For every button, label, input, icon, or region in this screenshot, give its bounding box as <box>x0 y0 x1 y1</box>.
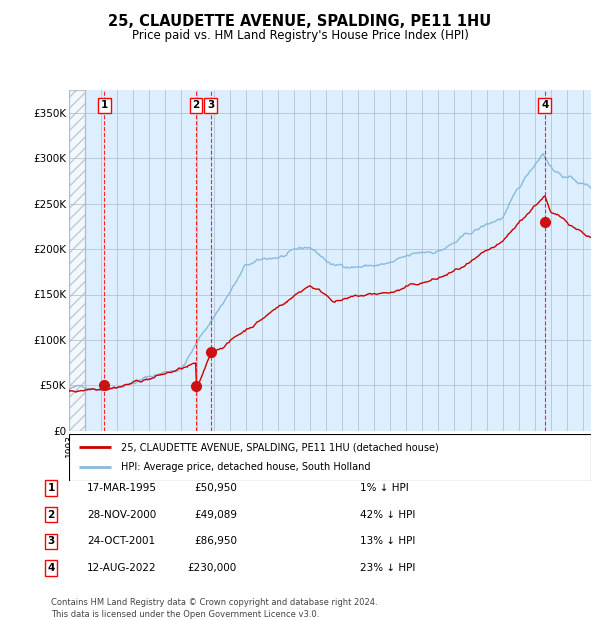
FancyBboxPatch shape <box>69 434 591 481</box>
Text: 4: 4 <box>541 100 548 110</box>
Text: 3: 3 <box>47 536 55 546</box>
Text: HPI: Average price, detached house, South Holland: HPI: Average price, detached house, Sout… <box>121 463 371 472</box>
Text: £49,089: £49,089 <box>194 510 237 520</box>
Text: £230,000: £230,000 <box>188 563 237 573</box>
Text: 1: 1 <box>47 483 55 493</box>
Text: 25, CLAUDETTE AVENUE, SPALDING, PE11 1HU: 25, CLAUDETTE AVENUE, SPALDING, PE11 1HU <box>109 14 491 29</box>
Text: 1: 1 <box>101 100 108 110</box>
Bar <box>69 90 85 431</box>
Text: 4: 4 <box>47 563 55 573</box>
Text: This data is licensed under the Open Government Licence v3.0.: This data is licensed under the Open Gov… <box>51 610 319 619</box>
Text: £86,950: £86,950 <box>194 536 237 546</box>
Text: 28-NOV-2000: 28-NOV-2000 <box>87 510 156 520</box>
Text: 2: 2 <box>47 510 55 520</box>
Text: 3: 3 <box>207 100 214 110</box>
Text: 12-AUG-2022: 12-AUG-2022 <box>87 563 157 573</box>
Text: £50,950: £50,950 <box>194 483 237 493</box>
Text: 1% ↓ HPI: 1% ↓ HPI <box>360 483 409 493</box>
Text: 23% ↓ HPI: 23% ↓ HPI <box>360 563 415 573</box>
Text: 2: 2 <box>193 100 200 110</box>
Text: Contains HM Land Registry data © Crown copyright and database right 2024.: Contains HM Land Registry data © Crown c… <box>51 598 377 607</box>
Text: 17-MAR-1995: 17-MAR-1995 <box>87 483 157 493</box>
Text: 42% ↓ HPI: 42% ↓ HPI <box>360 510 415 520</box>
Text: Price paid vs. HM Land Registry's House Price Index (HPI): Price paid vs. HM Land Registry's House … <box>131 29 469 42</box>
Text: 24-OCT-2001: 24-OCT-2001 <box>87 536 155 546</box>
Text: 25, CLAUDETTE AVENUE, SPALDING, PE11 1HU (detached house): 25, CLAUDETTE AVENUE, SPALDING, PE11 1HU… <box>121 442 439 452</box>
Text: 13% ↓ HPI: 13% ↓ HPI <box>360 536 415 546</box>
